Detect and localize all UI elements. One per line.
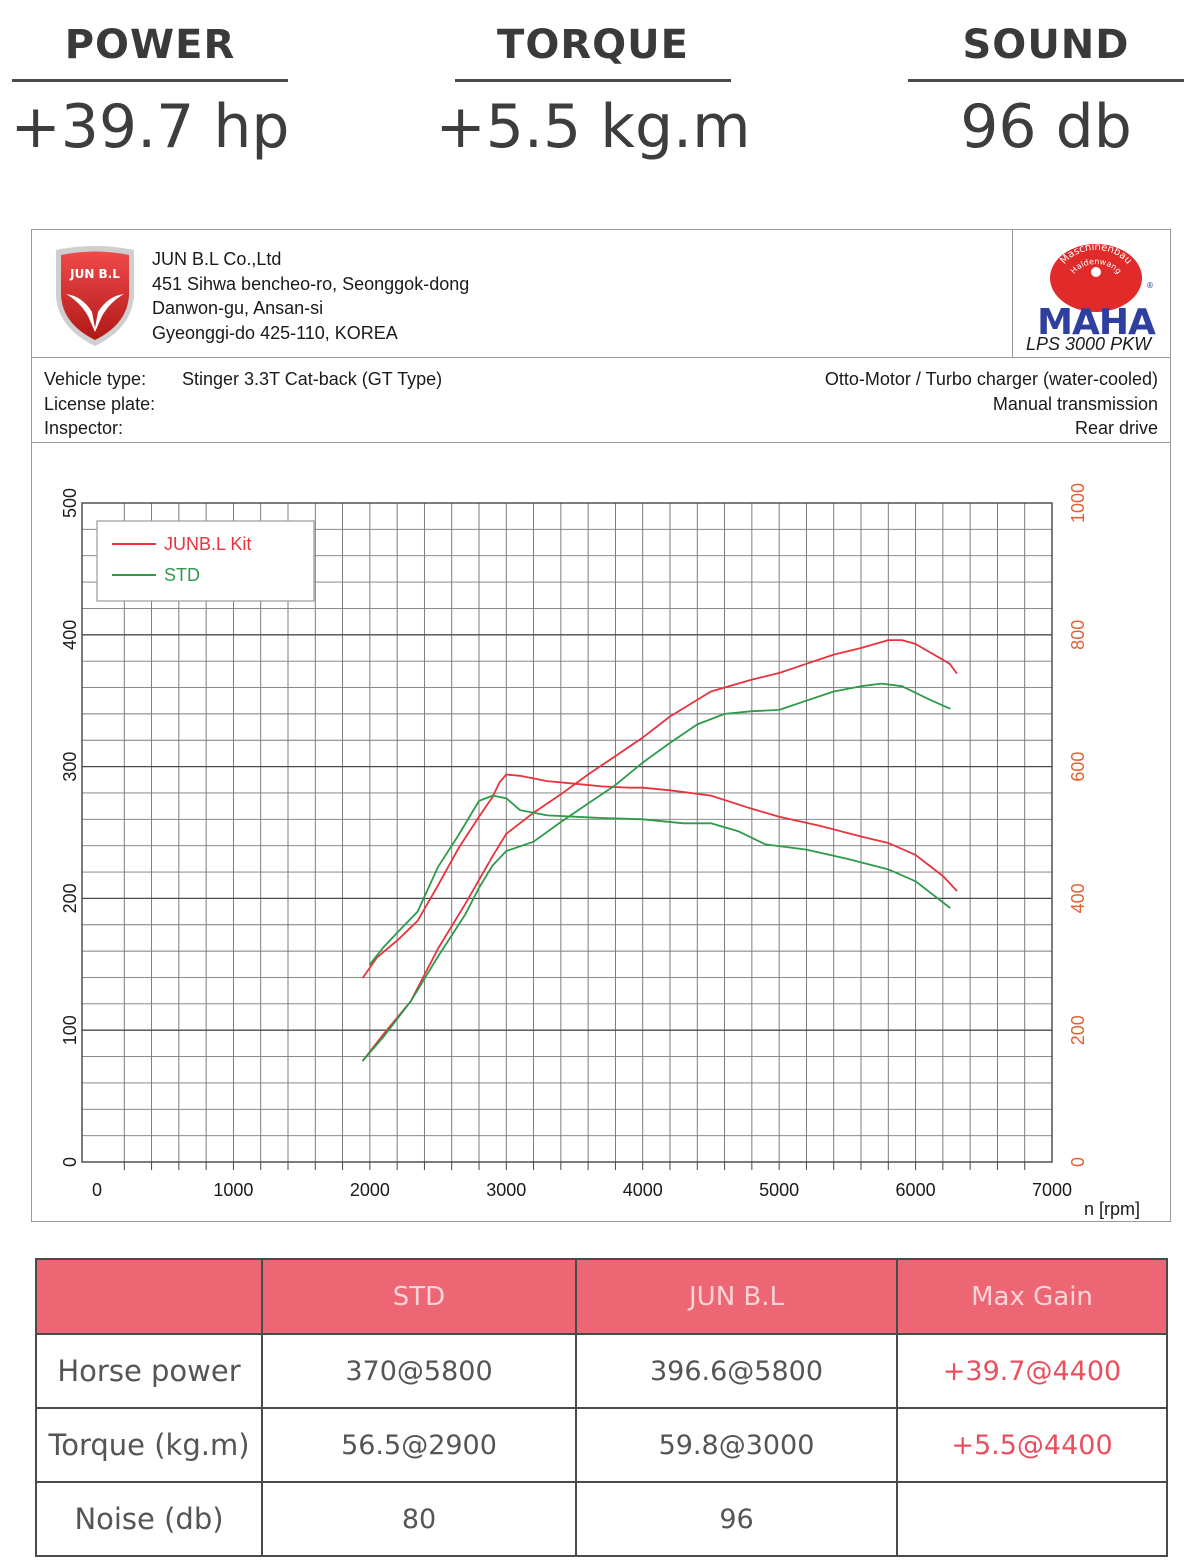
vehicle-type-label: Vehicle type: [44,369,147,389]
y-right-tick-label: 800 [1068,620,1088,650]
company-name: JUN B.L Co.,Ltd [152,249,282,269]
table-row: Horse power 370@5800 396.6@5800 +39.7@44… [35,1333,1168,1409]
dyno-report-card: JUN B.L JUN B.L Co.,Ltd 451 Sihwa benche… [31,229,1171,1222]
inspector-label: Inspector: [44,418,124,438]
x-tick-label: 4000 [623,1180,663,1200]
header-max-gain: Max Gain [896,1258,1168,1335]
row-label: Horse power [35,1333,263,1409]
plot-frame [81,502,1053,1163]
y-right-tick-label: 1000 [1068,483,1088,523]
junbl-value: 96 [575,1481,898,1557]
sound-label: SOUND [962,22,1130,68]
legend-box [96,520,315,602]
address-line: 451 Sihwa bencheo-ro, Seonggok-dong [152,273,470,294]
junbl-value: 59.8@3000 [575,1407,898,1483]
sound-value: 96 db [960,92,1132,162]
torque-value: +5.5 kg.m [435,92,751,162]
engine-type: Otto-Motor / Turbo charger (water-cooled… [824,369,1158,389]
gain-value: +39.7@4400 [896,1333,1168,1409]
drive-type: Rear drive [1074,418,1158,438]
series-line-std-torque [368,794,951,966]
table-row: Torque (kg.m) 56.5@2900 59.8@3000 +5.5@4… [35,1407,1168,1483]
torque-label: TORQUE [497,22,689,68]
std-value: 56.5@2900 [261,1407,577,1483]
vehicle-type-value: Stinger 3.3T Cat-back (GT Type) [182,369,443,389]
address-line: Danwon-gu, Ansan-si [152,298,324,318]
power-value: +39.7 hp [10,92,290,162]
std-value: 370@5800 [261,1333,577,1409]
row-label: Noise (db) [35,1481,263,1557]
x-tick-label: 3000 [486,1180,526,1200]
transmission-type: Manual transmission [992,393,1158,414]
power-label: POWER [64,22,236,68]
y-left-tick-label: 500 [60,488,80,518]
results-table: STD JUN B.L Max Gain Horse power 370@580… [35,1258,1168,1557]
y-left-tick-label: 100 [60,1015,80,1045]
y-right-tick-label: 600 [1068,752,1088,782]
info-divider [32,442,1170,443]
svg-text:JUN B.L: JUN B.L [69,267,120,281]
y-left-tick-label: 0 [60,1157,80,1167]
y-left-tick-label: 200 [60,883,80,913]
x-tick-label: 0 [92,1180,102,1200]
drivetrain-info: Otto-Motor / Turbo charger (water-cooled… [825,367,1158,441]
x-tick-label: 6000 [896,1180,936,1200]
std-value: 80 [261,1481,577,1557]
torque-divider [455,79,731,82]
sound-divider [908,79,1184,82]
junbl-shield-logo-icon: JUN B.L [56,246,134,346]
table-header-row: STD JUN B.L Max Gain [35,1258,1168,1335]
legend-label: STD [164,565,200,585]
x-tick-label: 1000 [213,1180,253,1200]
y-left-tick-label: 400 [60,620,80,650]
gain-value: +5.5@4400 [896,1407,1168,1483]
series-line-junbl-power [362,639,958,1062]
y-right-tick-label: 0 [1068,1157,1088,1167]
dyno-model: LPS 3000 PKW [1026,334,1152,354]
x-axis-label: n [rpm] [1084,1199,1140,1219]
row-label: Torque (kg.m) [35,1407,263,1483]
table-row: Noise (db) 80 96 [35,1481,1168,1557]
svg-text:MAHA: MAHA [1037,302,1156,338]
header-empty-cell [35,1258,263,1335]
series-line-junbl-torque [362,773,958,979]
license-plate-label: License plate: [44,393,156,414]
gain-value [896,1481,1168,1557]
address-line: Gyeonggi-do 425-110, KOREA [152,322,398,343]
x-tick-label: 2000 [350,1180,390,1200]
header-std: STD [261,1258,577,1335]
y-right-tick-label: 200 [1068,1015,1088,1045]
x-tick-label: 7000 [1032,1180,1072,1200]
junbl-value: 396.6@5800 [575,1333,898,1409]
y-right-tick-label: 400 [1068,883,1088,913]
series-line-std-power [362,682,951,1062]
logo-divider [1012,230,1013,357]
company-address: JUN B.L Co.,Ltd 451 Sihwa bencheo-ro, Se… [152,247,469,345]
maha-logo-icon: Maschinenbau Haldenwang ® MAHA [1037,242,1156,338]
legend-label: JUNB.L Kit [164,534,251,554]
header-divider [32,357,1170,358]
x-tick-label: 5000 [759,1180,799,1200]
y-left-tick-label: 300 [60,752,80,782]
power-divider [12,79,288,82]
svg-text:®: ® [1146,281,1154,290]
header-junbl: JUN B.L [575,1258,898,1335]
